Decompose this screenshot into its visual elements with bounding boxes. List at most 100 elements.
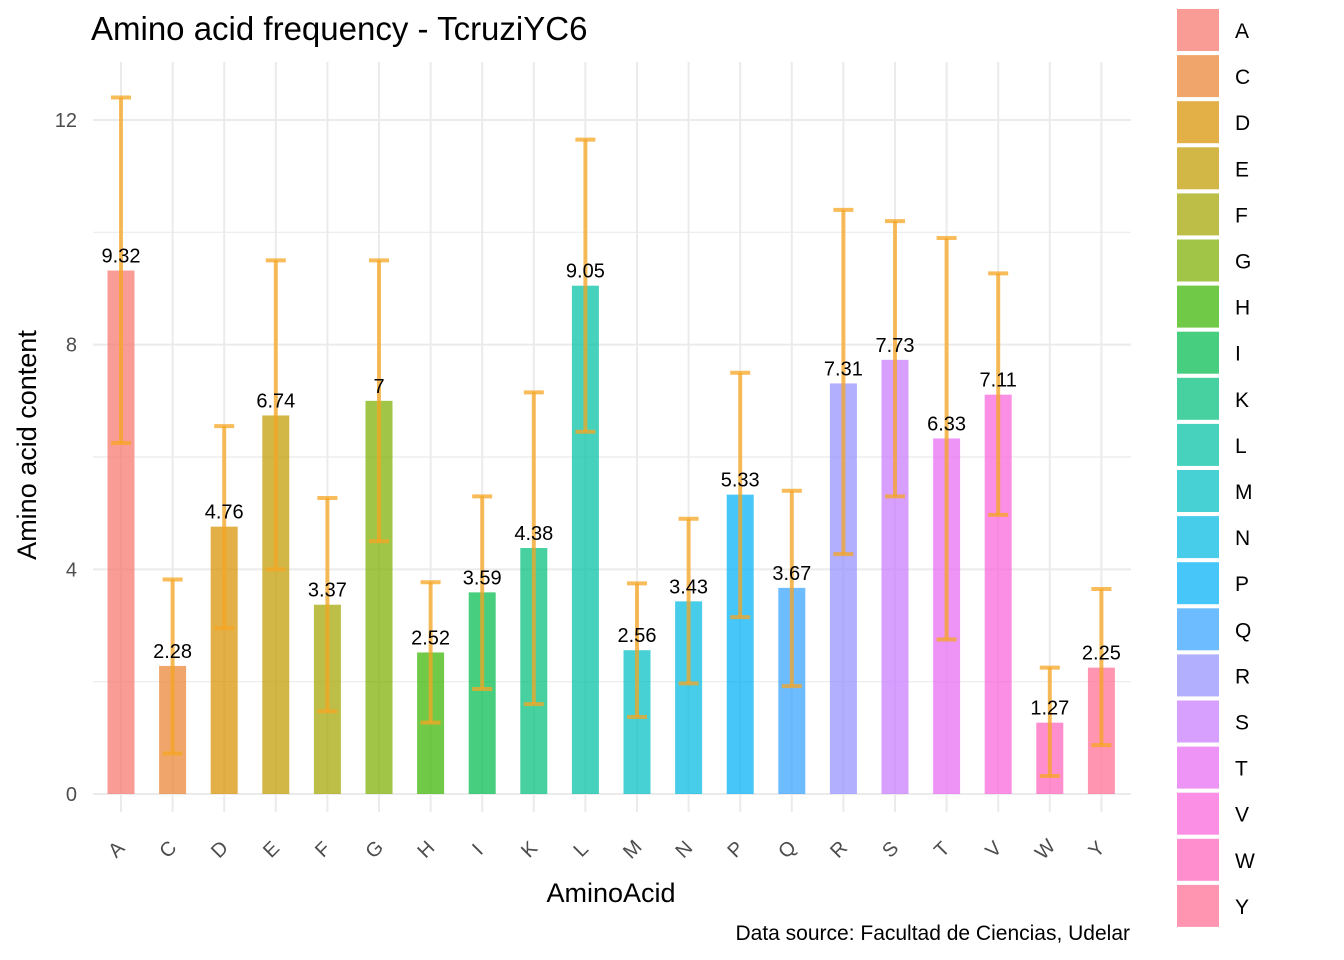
error-bar-P — [730, 370, 751, 620]
error-bar-W — [1039, 665, 1060, 779]
legend-label-L: L — [1235, 435, 1247, 458]
x-tick-label-E: E — [259, 837, 284, 862]
y-tick-label: 12 — [55, 110, 77, 132]
legend-label-D: D — [1235, 112, 1250, 135]
x-tick-label-F: F — [311, 838, 335, 862]
x-tick-label-M: M — [619, 836, 646, 863]
value-label-M: 2.56 — [618, 625, 657, 647]
value-label-A: 9.32 — [102, 246, 141, 268]
y-tick-label: 8 — [66, 335, 77, 357]
y-axis-title: Amino acid content — [12, 330, 42, 560]
legend-key-T — [1177, 746, 1219, 789]
x-tick-label-H: H — [413, 837, 439, 863]
error-bar-R — [833, 207, 854, 557]
bars — [107, 270, 1115, 794]
value-label-W: 1.27 — [1030, 698, 1069, 720]
value-label-I: 3.59 — [463, 567, 502, 589]
legend-label-R: R — [1235, 665, 1250, 688]
legend-key-P — [1177, 562, 1219, 605]
legend-label-S: S — [1235, 712, 1249, 735]
value-label-D: 4.76 — [205, 502, 244, 524]
error-bar-K — [523, 390, 544, 707]
x-tick-label-D: D — [207, 837, 233, 863]
legend-label-Y: Y — [1235, 896, 1249, 919]
legend-label-W: W — [1235, 850, 1255, 873]
x-tick-label-G: G — [361, 836, 388, 863]
value-label-V: 7.11 — [979, 370, 1016, 392]
y-axis-ticks: 0 4 8 12 — [55, 110, 77, 806]
x-tick-label-W: W — [1031, 835, 1060, 864]
legend-key-W — [1177, 838, 1219, 881]
legend-label-V: V — [1235, 804, 1249, 827]
x-tick-label-A: A — [104, 837, 129, 862]
legend-label-M: M — [1235, 481, 1253, 504]
x-tick-label-Q: Q — [774, 836, 801, 863]
error-bar-S — [885, 219, 905, 499]
x-tick-label-I: I — [468, 840, 487, 859]
legend-key-Y — [1177, 884, 1219, 927]
grid-lines — [93, 62, 1131, 812]
legend-label-N: N — [1235, 527, 1250, 550]
x-tick-label-V: V — [981, 837, 1006, 862]
x-tick-label-P: P — [723, 837, 748, 862]
x-tick-label-Y: Y — [1085, 837, 1110, 862]
value-label-H: 2.52 — [411, 627, 450, 649]
error-bar-F — [317, 496, 338, 714]
legend-label-Q: Q — [1235, 619, 1251, 642]
legend-key-I — [1177, 331, 1219, 374]
error-bar-Q — [781, 488, 802, 689]
error-bar-A — [111, 95, 131, 445]
legend-key-G — [1177, 239, 1219, 282]
legend-key-F — [1177, 193, 1219, 236]
error-bar-Y — [1091, 586, 1112, 748]
legend-key-A — [1177, 9, 1219, 51]
error-bar-N — [678, 516, 699, 686]
error-bar-M — [627, 581, 647, 720]
value-label-N: 3.43 — [669, 576, 708, 598]
legend-key-V — [1177, 792, 1219, 835]
value-label-R: 7.31 — [824, 358, 863, 380]
value-label-E: 6.74 — [256, 390, 295, 412]
x-tick-label-C: C — [155, 837, 181, 863]
legend-key-C — [1177, 55, 1219, 98]
legend-label-C: C — [1235, 66, 1250, 89]
x-tick-label-K: K — [517, 837, 542, 862]
legend-key-Q — [1177, 608, 1219, 651]
legend-key-H — [1177, 285, 1219, 328]
legend-key-N — [1177, 516, 1219, 559]
legend-label-G: G — [1235, 251, 1251, 274]
value-label-T: 6.33 — [927, 413, 966, 435]
chart-title: Amino acid frequency - TcruziYC6 — [91, 10, 587, 47]
legend-key-L — [1177, 423, 1219, 466]
value-label-P: 5.33 — [721, 470, 760, 492]
error-bar-D — [214, 424, 235, 631]
legend-key-E — [1177, 147, 1219, 190]
legend-label-F: F — [1235, 204, 1248, 227]
legend-key-K — [1177, 377, 1219, 420]
error-bar-E — [265, 258, 286, 572]
error-bar-H — [420, 580, 441, 725]
legend-label-A: A — [1235, 20, 1249, 43]
value-label-S: 7.73 — [876, 335, 915, 357]
value-labels: 9.32 2.28 4.76 6.74 3.37 7 2.52 3.59 4.38 9.05 2.5… — [102, 246, 1121, 720]
value-label-G: 7 — [373, 376, 384, 398]
legend-label-T: T — [1235, 758, 1248, 781]
value-label-Y: 2.25 — [1082, 643, 1121, 665]
error-bar-G — [369, 258, 389, 544]
y-tick-label: 4 — [66, 559, 77, 581]
legend-label-H: H — [1235, 297, 1250, 320]
x-tick-label-L: L — [569, 838, 592, 861]
legend-key-S — [1177, 700, 1219, 743]
legend-label-P: P — [1235, 573, 1249, 596]
x-tick-label-S: S — [878, 837, 903, 862]
error-bar-I — [472, 494, 493, 691]
error-bar-V — [988, 271, 1009, 517]
legend-label-E: E — [1235, 158, 1249, 181]
value-label-K: 4.38 — [514, 523, 553, 545]
value-label-L: 9.05 — [566, 261, 605, 283]
error-bar-T — [936, 235, 957, 642]
value-label-Q: 3.67 — [772, 563, 811, 585]
